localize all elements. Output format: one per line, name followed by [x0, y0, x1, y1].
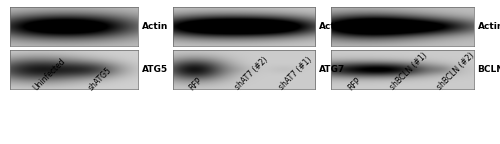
Text: Actin: Actin [142, 22, 168, 31]
Text: RFP: RFP [188, 76, 204, 92]
Text: Uninfected: Uninfected [32, 56, 68, 92]
Text: Actin: Actin [319, 22, 345, 31]
Text: shAT7 (#1): shAT7 (#1) [278, 56, 314, 92]
Text: ATG5: ATG5 [142, 65, 168, 74]
Text: shBCLN (#1): shBCLN (#1) [389, 51, 430, 92]
Text: ATG7: ATG7 [319, 65, 345, 74]
Text: BCLN: BCLN [478, 65, 500, 74]
Text: RFP: RFP [346, 76, 362, 92]
Text: shBCLN (#2): shBCLN (#2) [436, 51, 476, 92]
Text: Actin: Actin [478, 22, 500, 31]
Text: shATG5: shATG5 [86, 65, 114, 92]
Text: shAT7 (#2): shAT7 (#2) [233, 56, 270, 92]
